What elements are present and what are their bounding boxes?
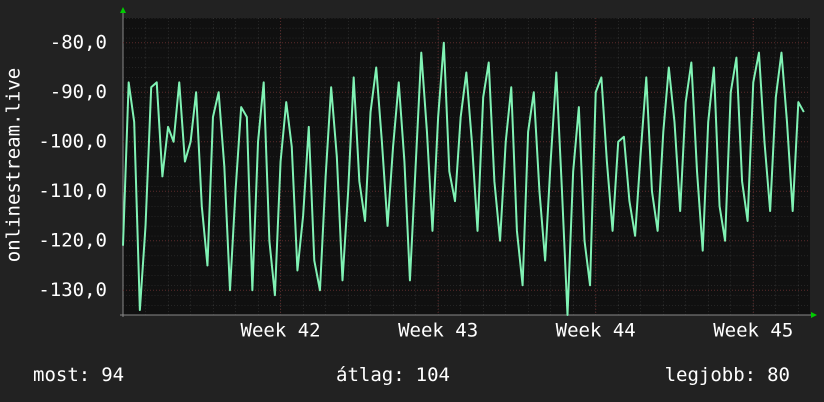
y-tick-label: -120,0 xyxy=(38,229,107,251)
plot xyxy=(122,18,810,316)
y-axis-title: onlinestream.live xyxy=(3,68,25,262)
stat-label: legjobb: xyxy=(665,364,757,386)
stat-value: 94 xyxy=(101,364,124,386)
footer-stat: most: 94 xyxy=(33,364,124,386)
y-tick-label: -130,0 xyxy=(38,279,107,301)
data-line xyxy=(122,41,805,316)
footer-stat: legjobb: 80 xyxy=(665,364,790,386)
stat-label: most: xyxy=(33,364,90,386)
x-tick-label: Week 45 xyxy=(713,320,793,342)
stat-value: 104 xyxy=(416,364,450,386)
y-tick-label: -100,0 xyxy=(38,130,107,152)
x-tick-label: Week 43 xyxy=(398,320,478,342)
y-tick-label: -90,0 xyxy=(50,81,107,103)
stat-value: 80 xyxy=(767,364,790,386)
x-tick-label: Week 44 xyxy=(556,320,636,342)
axis-arrow xyxy=(120,7,126,13)
y-tick-label: -80,0 xyxy=(50,31,107,53)
axis-arrow xyxy=(811,312,817,318)
y-tick-label: -110,0 xyxy=(38,180,107,202)
stat-label: átlag: xyxy=(336,364,405,386)
x-tick-label: Week 42 xyxy=(241,320,321,342)
footer-stat: átlag: 104 xyxy=(336,364,450,386)
